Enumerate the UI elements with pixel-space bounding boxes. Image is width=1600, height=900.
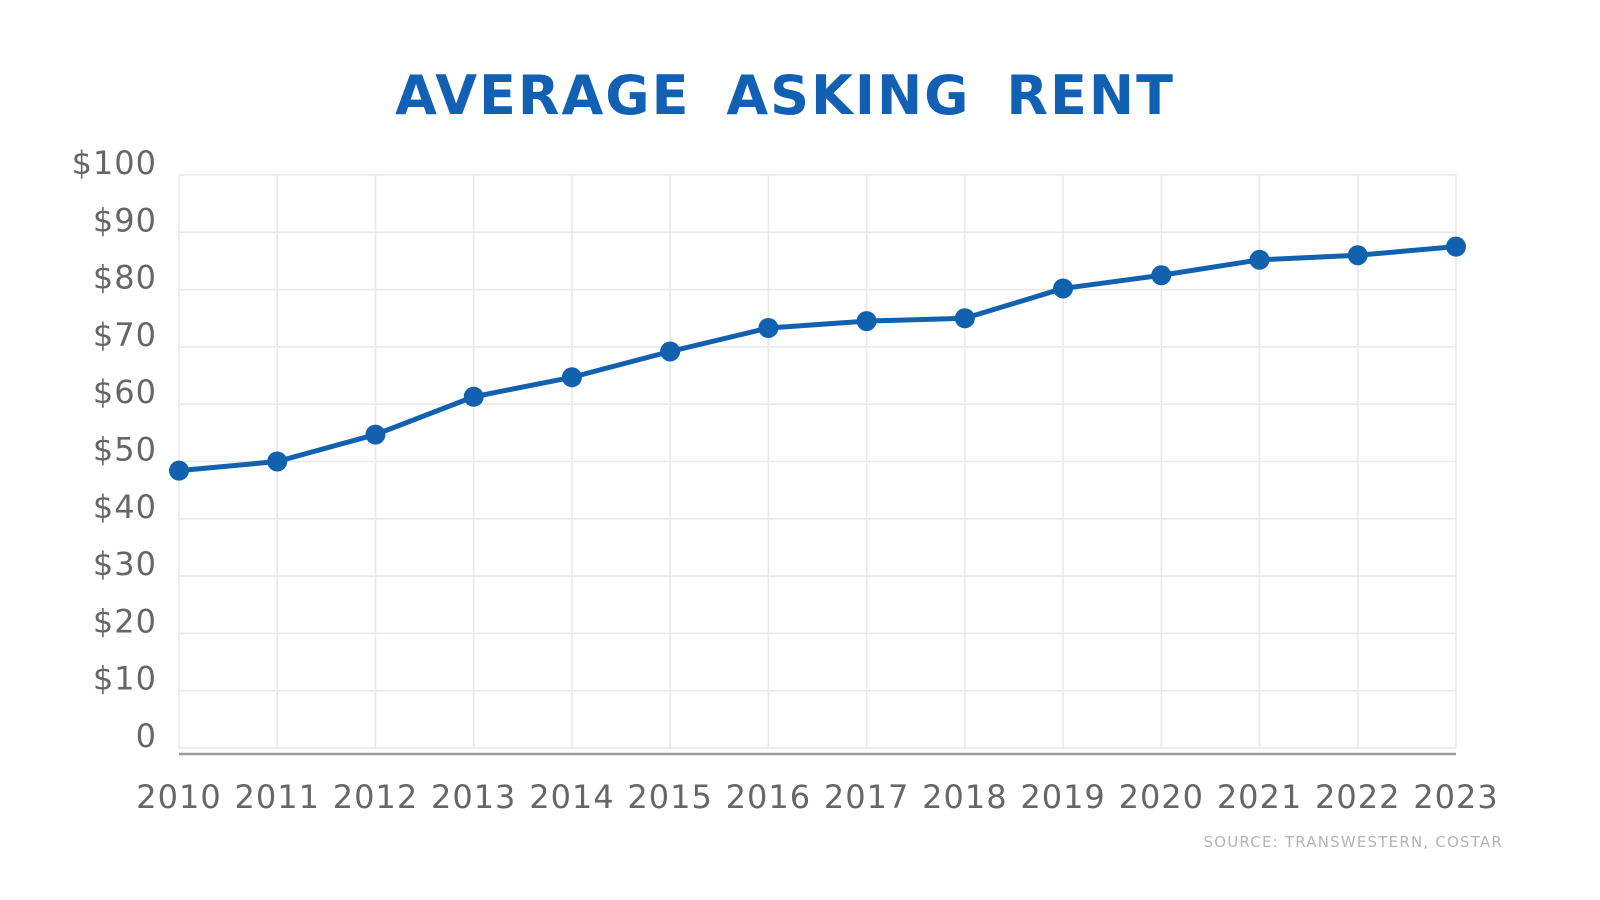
- y-axis-tick-label: $60: [93, 373, 157, 411]
- x-axis-tick-label: 2022: [1315, 778, 1400, 816]
- y-axis-tick-label: 0: [136, 717, 157, 755]
- y-axis-tick-label: $50: [93, 431, 157, 469]
- data-point: [1347, 245, 1368, 266]
- x-axis-tick-label: 2020: [1119, 778, 1204, 816]
- x-axis-tick-label: 2021: [1217, 778, 1302, 816]
- x-axis-tick-label: 2011: [235, 778, 320, 816]
- y-axis-tick-label: $40: [93, 488, 157, 526]
- data-point: [1151, 265, 1172, 286]
- y-axis-tick-label: $100: [72, 144, 157, 182]
- data-point: [463, 386, 484, 407]
- data-point: [954, 308, 975, 329]
- x-axis-tick-label: 2019: [1020, 778, 1105, 816]
- y-axis-tick-label: $10: [93, 660, 157, 698]
- x-axis-tick-label: 2016: [726, 778, 811, 816]
- x-axis-tick-label: 2017: [824, 778, 909, 816]
- y-axis-tick-label: $20: [93, 602, 157, 640]
- data-point: [267, 451, 288, 472]
- y-axis-tick-label: $80: [93, 259, 157, 297]
- data-point: [561, 367, 582, 388]
- y-axis-tick-label: $90: [93, 201, 157, 239]
- data-point: [660, 341, 681, 362]
- y-axis-tick-label: $70: [93, 316, 157, 354]
- x-axis-tick-label: 2023: [1413, 778, 1498, 816]
- chart-title: AVERAGE ASKING RENT: [395, 64, 1175, 127]
- x-axis-tick-label: 2012: [333, 778, 418, 816]
- x-axis-tick-label: 2013: [431, 778, 516, 816]
- data-point: [856, 311, 877, 332]
- y-axis-tick-label: $30: [93, 545, 157, 583]
- data-line: [176, 244, 1459, 474]
- data-point: [758, 317, 779, 338]
- x-axis-tick-label: 2010: [136, 778, 221, 816]
- data-point: [169, 460, 189, 481]
- data-point: [1249, 249, 1270, 270]
- x-axis-tick-label: 2014: [529, 778, 614, 816]
- data-point: [365, 424, 386, 445]
- source-note: SOURCE: TRANSWESTERN, COSTAR: [1203, 833, 1503, 851]
- data-point: [1053, 278, 1074, 299]
- x-axis-tick-label: 2015: [627, 778, 712, 816]
- x-axis-tick-label: 2018: [922, 778, 1007, 816]
- data-point: [1446, 236, 1466, 257]
